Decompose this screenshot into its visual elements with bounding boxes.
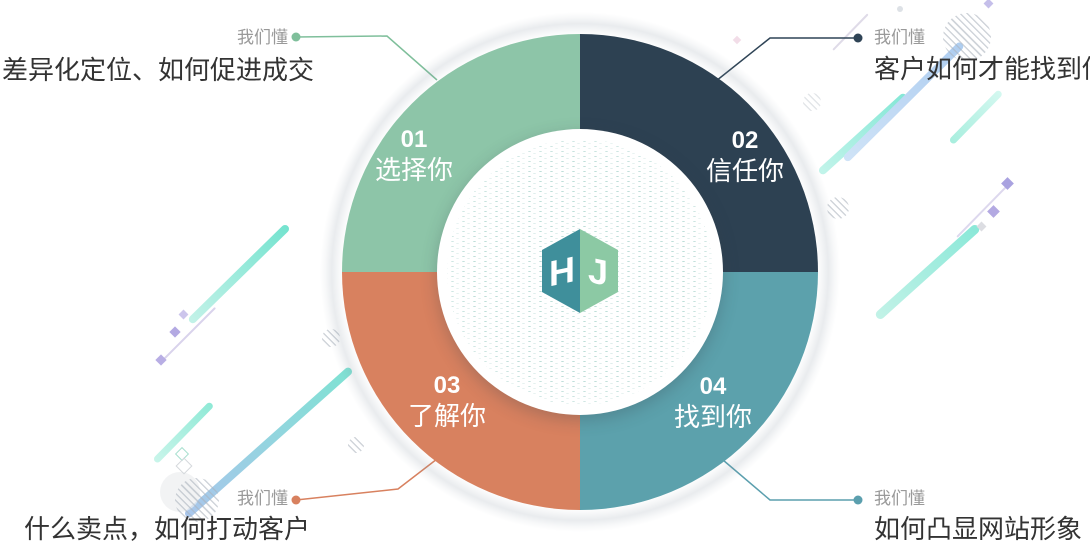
decor-hatched-circle	[348, 437, 364, 453]
callout-tag-top-left: 我们懂	[237, 28, 288, 47]
decor-diamond	[169, 326, 181, 338]
decor-dot	[897, 6, 903, 12]
quadrant-03-number: 03	[433, 372, 461, 399]
cycle-diagram: H J 01 选择你 02 信任你 03 了解你 04 找到你	[320, 12, 840, 532]
callout-dot-top-right	[853, 33, 863, 43]
decor-diamond	[987, 205, 1000, 218]
decor-hatched-circle	[943, 13, 991, 61]
decor-line	[187, 223, 291, 325]
decor-diamond	[983, 0, 994, 9]
decor-hatched-circle	[803, 93, 821, 111]
callout-tag-bottom-right: 我们懂	[874, 489, 925, 508]
logo-left-face	[542, 229, 580, 313]
logo-right-face	[580, 229, 618, 313]
quadrant-02-number: 02	[731, 127, 759, 154]
quadrant-01-label: 01 选择你	[375, 126, 453, 186]
quadrant-03-label: 03 了解你	[408, 372, 486, 432]
hj-logo-icon: H J	[542, 229, 618, 313]
logo-letter-left: H	[549, 248, 575, 294]
quadrant-04-number: 04	[699, 373, 727, 400]
callout-tag-bottom-left: 我们懂	[237, 489, 288, 508]
quadrant-04-title: 找到你	[673, 402, 753, 432]
quadrant-03-title: 了解你	[407, 401, 487, 431]
callout-desc-top-left: 差异化定位、如何促进成交	[2, 55, 315, 85]
decor-hatched-circle	[827, 197, 849, 219]
callout-desc-bottom-left: 什么卖点，如何打动客户	[24, 514, 311, 544]
logo-letter-right: J	[588, 249, 608, 294]
decor-line	[948, 89, 1004, 145]
callout-dot-bottom-left	[291, 495, 301, 505]
decor-diamond	[178, 309, 189, 320]
callout-tag-top-right: 我们懂	[874, 28, 925, 47]
quadrant-01-title: 选择你	[374, 155, 454, 185]
quadrant-04-label: 04 找到你	[674, 373, 752, 433]
callout-desc-bottom-right: 如何凸显网站形象	[874, 514, 1083, 544]
decor-hatched-circle	[175, 478, 219, 522]
quadrant-01-number: 01	[400, 126, 428, 153]
quadrant-02-label: 02 信任你	[706, 127, 784, 187]
callout-dot-bottom-right	[853, 495, 863, 505]
decor-line	[873, 223, 982, 321]
decor-hatched-circle	[322, 329, 340, 347]
quadrant-02-title: 信任你	[705, 156, 785, 186]
callout-desc-top-right: 客户如何才能找到你	[874, 54, 1090, 84]
callout-dot-top-left	[291, 32, 301, 42]
